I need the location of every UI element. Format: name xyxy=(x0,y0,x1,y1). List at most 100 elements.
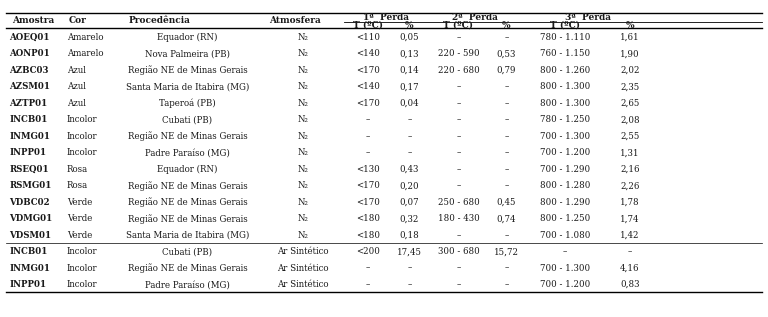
Text: N₂: N₂ xyxy=(297,231,308,240)
Text: <170: <170 xyxy=(356,99,380,108)
Text: Região NE de Minas Gerais: Região NE de Minas Gerais xyxy=(127,263,247,273)
Text: 0,53: 0,53 xyxy=(497,49,516,58)
Text: Ar Sintético: Ar Sintético xyxy=(276,280,329,289)
Text: %: % xyxy=(405,21,414,29)
Text: <130: <130 xyxy=(356,165,379,174)
Text: 1,90: 1,90 xyxy=(620,49,640,58)
Text: VDSM01: VDSM01 xyxy=(9,231,51,240)
Text: INPP01: INPP01 xyxy=(9,280,46,289)
Text: 700 - 1.300: 700 - 1.300 xyxy=(540,132,590,141)
Text: 800 - 1.300: 800 - 1.300 xyxy=(540,99,590,108)
Text: Incolor: Incolor xyxy=(67,247,98,256)
Text: –: – xyxy=(407,280,412,289)
Text: N₂: N₂ xyxy=(297,49,308,58)
Text: –: – xyxy=(456,181,461,190)
Text: <170: <170 xyxy=(356,66,380,75)
Text: Ar Sintético: Ar Sintético xyxy=(276,247,329,256)
Text: 1,61: 1,61 xyxy=(620,33,640,42)
Text: <140: <140 xyxy=(356,49,380,58)
Text: –: – xyxy=(505,231,508,240)
Text: –: – xyxy=(627,247,632,256)
Text: 3ª  Perda: 3ª Perda xyxy=(565,13,611,22)
Text: <110: <110 xyxy=(356,33,380,42)
Text: Verde: Verde xyxy=(67,198,92,207)
Text: –: – xyxy=(505,181,508,190)
Text: Rosa: Rosa xyxy=(67,181,88,190)
Text: 2,26: 2,26 xyxy=(620,181,640,190)
Text: 15,72: 15,72 xyxy=(494,247,519,256)
Text: 800 - 1.300: 800 - 1.300 xyxy=(540,82,590,91)
Text: N₂: N₂ xyxy=(297,132,308,141)
Text: Incolor: Incolor xyxy=(67,280,98,289)
Text: N₂: N₂ xyxy=(297,181,308,190)
Text: AOEQ01: AOEQ01 xyxy=(9,33,50,42)
Text: Cubati (PB): Cubati (PB) xyxy=(162,115,213,124)
Text: Azul: Azul xyxy=(67,66,86,75)
Text: –: – xyxy=(505,115,508,124)
Text: Região NE de Minas Gerais: Região NE de Minas Gerais xyxy=(127,181,247,191)
Text: 1,42: 1,42 xyxy=(620,231,640,240)
Text: –: – xyxy=(505,82,508,91)
Text: AZSM01: AZSM01 xyxy=(9,82,50,91)
Text: Taperoá (PB): Taperoá (PB) xyxy=(159,99,216,108)
Text: –: – xyxy=(456,99,461,108)
Text: Rosa: Rosa xyxy=(67,165,88,174)
Text: 0,04: 0,04 xyxy=(399,99,419,108)
Text: –: – xyxy=(407,148,412,157)
Text: 0,05: 0,05 xyxy=(399,33,419,42)
Text: –: – xyxy=(505,264,508,273)
Text: 800 - 1.250: 800 - 1.250 xyxy=(540,214,590,223)
Text: –: – xyxy=(505,280,508,289)
Text: 220 - 590: 220 - 590 xyxy=(438,49,479,58)
Text: RSEQ01: RSEQ01 xyxy=(9,165,49,174)
Text: 800 - 1.280: 800 - 1.280 xyxy=(540,181,590,190)
Text: 2,35: 2,35 xyxy=(620,82,640,91)
Text: N₂: N₂ xyxy=(297,99,308,108)
Text: 180 - 430: 180 - 430 xyxy=(438,214,479,223)
Text: Padre Paraíso (MG): Padre Paraíso (MG) xyxy=(145,280,230,289)
Text: Verde: Verde xyxy=(67,231,92,240)
Text: –: – xyxy=(505,165,508,174)
Text: N₂: N₂ xyxy=(297,33,308,42)
Text: 700 - 1.200: 700 - 1.200 xyxy=(540,280,590,289)
Text: 2,65: 2,65 xyxy=(620,99,640,108)
Text: Amostra: Amostra xyxy=(12,16,55,25)
Text: 1ª  Perda: 1ª Perda xyxy=(362,13,409,22)
Text: N₂: N₂ xyxy=(297,214,308,223)
Text: N₂: N₂ xyxy=(297,165,308,174)
Text: AZBC03: AZBC03 xyxy=(9,66,48,75)
Text: N₂: N₂ xyxy=(297,66,308,75)
Text: 0,20: 0,20 xyxy=(399,181,419,190)
Text: %: % xyxy=(625,21,634,29)
Text: 0,07: 0,07 xyxy=(399,198,419,207)
Text: <200: <200 xyxy=(356,247,380,256)
Text: Equador (RN): Equador (RN) xyxy=(157,33,217,42)
Text: Cor: Cor xyxy=(69,16,87,25)
Text: –: – xyxy=(456,115,461,124)
Text: Santa Maria de Itabira (MG): Santa Maria de Itabira (MG) xyxy=(126,82,249,91)
Text: N₂: N₂ xyxy=(297,148,308,157)
Text: <140: <140 xyxy=(356,82,380,91)
Text: 4,16: 4,16 xyxy=(620,264,640,273)
Text: INMG01: INMG01 xyxy=(9,132,50,141)
Text: 0,45: 0,45 xyxy=(497,198,516,207)
Text: –: – xyxy=(366,264,370,273)
Text: –: – xyxy=(366,132,370,141)
Text: VDMG01: VDMG01 xyxy=(9,214,52,223)
Text: Azul: Azul xyxy=(67,99,86,108)
Text: 2,16: 2,16 xyxy=(620,165,640,174)
Text: 0,14: 0,14 xyxy=(399,66,419,75)
Text: 0,43: 0,43 xyxy=(399,165,419,174)
Text: 800 - 1.290: 800 - 1.290 xyxy=(540,198,590,207)
Text: 17,45: 17,45 xyxy=(397,247,422,256)
Text: Azul: Azul xyxy=(67,82,86,91)
Text: 2,55: 2,55 xyxy=(620,132,640,141)
Text: –: – xyxy=(456,132,461,141)
Text: Verde: Verde xyxy=(67,214,92,223)
Text: 1,31: 1,31 xyxy=(620,148,640,157)
Text: 0,32: 0,32 xyxy=(399,214,419,223)
Text: –: – xyxy=(505,148,508,157)
Text: T (ºC): T (ºC) xyxy=(353,21,383,29)
Text: 220 - 680: 220 - 680 xyxy=(438,66,479,75)
Text: Região NE de Minas Gerais: Região NE de Minas Gerais xyxy=(127,132,247,141)
